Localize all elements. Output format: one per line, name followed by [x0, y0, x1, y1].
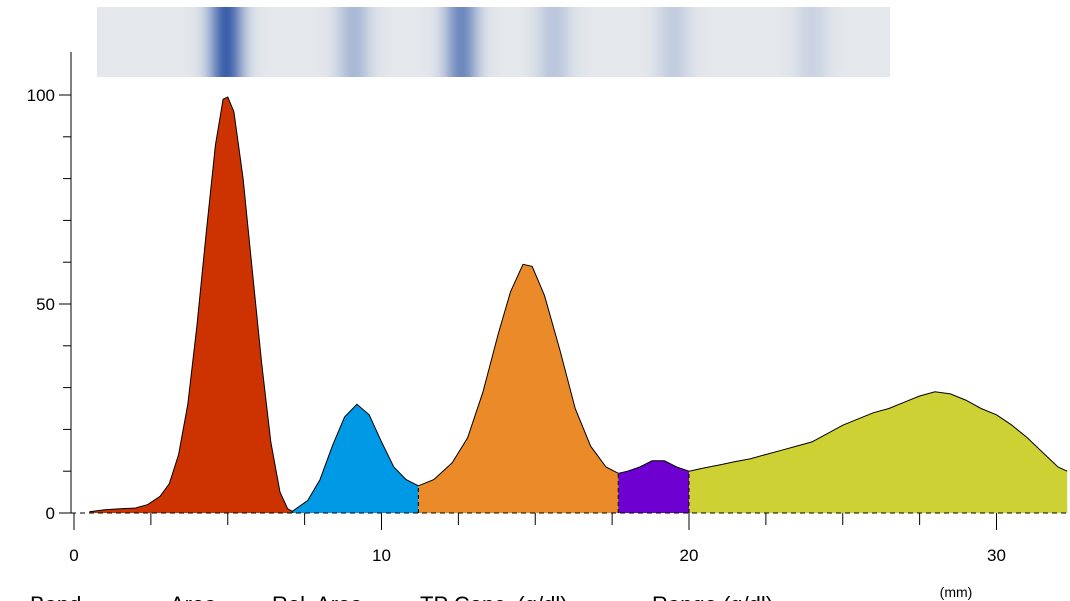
chart-axes — [70, 52, 1070, 514]
y-tick-label-100: 100 — [27, 86, 55, 105]
fraction-area-1 — [89, 97, 293, 513]
x-tick-label-20: 20 — [680, 546, 699, 565]
fraction-curve-4 — [618, 460, 690, 474]
fraction-area-5 — [689, 391, 1068, 513]
fraction-curve-5 — [688, 391, 1068, 472]
y-tick-label-50: 50 — [36, 295, 55, 314]
gel-strip-fill — [97, 7, 890, 77]
header-band: Band — [30, 592, 81, 601]
x-tick-label-30: 30 — [987, 546, 1006, 565]
y-tick-label-0: 0 — [46, 504, 55, 523]
axis-ticks: 0 50 100 0 10 20 30 — [27, 86, 1006, 565]
gel-strip-image — [97, 7, 890, 77]
header-area: Area — [170, 592, 217, 601]
fraction-curve-3 — [418, 263, 619, 487]
fraction-area-2 — [292, 404, 419, 513]
header-tp-conc: TP Conc. (g/dl) — [420, 592, 568, 601]
results-table-header: Band Area Rel. Area TP Conc. (g/dl) Rang… — [30, 592, 773, 601]
electrophoresis-gel-strip — [97, 7, 890, 77]
fraction-curve-1 — [89, 96, 293, 513]
header-range: Range (g/dl) — [652, 592, 773, 601]
fraction-curve-2 — [292, 403, 419, 512]
x-tick-label-10: 10 — [372, 546, 391, 565]
x-tick-label-0: 0 — [69, 546, 78, 565]
x-unit-label: (mm) — [940, 584, 973, 600]
fraction-area-4 — [618, 460, 689, 513]
fraction-area-3 — [418, 264, 619, 513]
header-rel-area: Rel. Area — [272, 592, 363, 601]
fraction-areas — [89, 96, 1068, 513]
